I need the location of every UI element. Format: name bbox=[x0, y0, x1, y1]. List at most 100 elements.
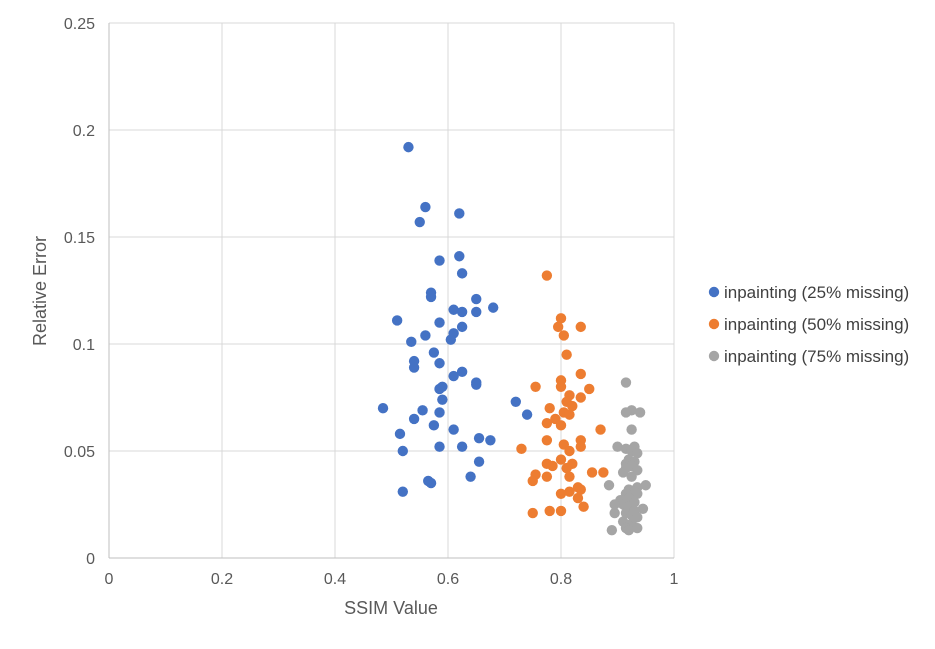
data-point-series-1 bbox=[445, 334, 457, 345]
data-point-series-1 bbox=[408, 413, 420, 425]
y-tick-label: 0.2 bbox=[73, 123, 95, 140]
data-point-series-2 bbox=[575, 484, 586, 495]
data-point-series-2 bbox=[555, 420, 567, 431]
data-point-series-2 bbox=[561, 349, 572, 360]
data-point-series-3 bbox=[626, 424, 637, 435]
data-point-series-1 bbox=[434, 317, 445, 328]
data-point-series-1 bbox=[397, 486, 408, 497]
data-point-series-1 bbox=[510, 396, 521, 407]
legend-marker-series-3 bbox=[708, 350, 720, 362]
data-point-series-1 bbox=[408, 362, 420, 373]
x-tick-label: 0 bbox=[105, 571, 114, 588]
data-point-series-1 bbox=[456, 321, 468, 333]
y-tick-label: 0.1 bbox=[73, 337, 95, 354]
data-point-series-1 bbox=[391, 315, 403, 326]
data-point-series-2 bbox=[530, 381, 541, 392]
data-point-series-1 bbox=[406, 336, 417, 348]
data-point-series-1 bbox=[473, 456, 485, 467]
data-point-series-1 bbox=[397, 445, 408, 457]
data-point-series-1 bbox=[434, 441, 445, 452]
data-point-series-1 bbox=[521, 409, 533, 420]
y-tick-label: 0.25 bbox=[64, 16, 95, 33]
data-point-series-3 bbox=[640, 480, 651, 491]
data-point-series-1 bbox=[403, 141, 414, 153]
data-point-series-1 bbox=[471, 379, 482, 390]
data-point-series-1 bbox=[465, 471, 476, 482]
data-point-series-3 bbox=[609, 499, 620, 510]
y-axis-ticks: 0 0.05 0.1 0.15 0.2 0.25 bbox=[64, 16, 95, 568]
legend: inpainting (25% missing) inpainting (50% … bbox=[708, 283, 909, 366]
data-point-series-1 bbox=[456, 306, 468, 318]
data-point-series-1 bbox=[425, 291, 437, 303]
data-point-series-2 bbox=[555, 505, 567, 517]
data-point-series-2 bbox=[555, 488, 567, 499]
data-point-series-2 bbox=[586, 467, 598, 478]
data-point-series-2 bbox=[547, 460, 558, 472]
data-point-series-1 bbox=[420, 330, 431, 341]
data-point-series-2 bbox=[558, 330, 570, 341]
y-tick-label: 0.15 bbox=[64, 230, 95, 247]
data-point-series-2 bbox=[567, 400, 578, 412]
data-point-series-2 bbox=[527, 475, 538, 487]
data-point-series-2 bbox=[564, 486, 575, 497]
y-tick-label: 0 bbox=[86, 551, 95, 568]
data-point-series-3 bbox=[620, 377, 632, 388]
data-point-series-1 bbox=[434, 358, 445, 369]
data-point-series-2 bbox=[564, 445, 575, 457]
data-point-series-2 bbox=[561, 462, 572, 474]
data-point-series-1 bbox=[428, 420, 440, 431]
legend-marker-series-1 bbox=[708, 286, 720, 298]
data-point-series-2 bbox=[575, 392, 586, 403]
data-point-series-2 bbox=[541, 417, 553, 429]
data-point-series-3 bbox=[606, 524, 618, 536]
y-axis-title: Relative Error bbox=[30, 236, 50, 346]
data-point-series-2 bbox=[552, 321, 564, 333]
data-point-series-2 bbox=[541, 270, 553, 281]
data-point-series-2 bbox=[572, 492, 584, 504]
gridlines bbox=[108, 22, 675, 559]
data-point-series-3 bbox=[634, 407, 646, 418]
data-point-series-1 bbox=[473, 432, 485, 444]
data-point-series-2 bbox=[544, 403, 555, 414]
data-point-series-2 bbox=[555, 381, 567, 392]
data-point-series-1 bbox=[448, 424, 459, 435]
data-point-series-2 bbox=[598, 467, 609, 478]
data-point-series-2 bbox=[527, 507, 538, 519]
x-axis-title: SSIM Value bbox=[344, 598, 438, 618]
data-point-series-2 bbox=[578, 501, 589, 512]
data-point-series-2 bbox=[584, 383, 595, 395]
data-point-series-2 bbox=[575, 368, 586, 380]
data-point-series-1 bbox=[377, 403, 389, 414]
data-point-series-2 bbox=[575, 441, 586, 452]
data-point-series-2 bbox=[555, 454, 567, 465]
data-point-series-1 bbox=[454, 251, 465, 262]
data-point-series-2 bbox=[555, 313, 567, 324]
data-point-series-1 bbox=[488, 302, 499, 313]
data-point-series-1 bbox=[394, 428, 406, 440]
data-point-series-1 bbox=[471, 306, 482, 318]
x-axis-ticks: 0 0.2 0.4 0.6 0.8 1 bbox=[105, 571, 679, 588]
data-point-series-3 bbox=[612, 441, 623, 452]
data-point-series-2 bbox=[541, 471, 553, 482]
data-point-series-2 bbox=[595, 424, 606, 435]
data-point-series-1 bbox=[417, 405, 428, 416]
data-point-series-3 bbox=[626, 471, 637, 482]
data-point-series-3 bbox=[637, 503, 649, 514]
data-point-series-1 bbox=[448, 370, 459, 382]
data-point-series-2 bbox=[564, 409, 575, 420]
data-point-series-3 bbox=[623, 524, 634, 536]
data-point-series-1 bbox=[437, 394, 448, 405]
legend-label-series-1: inpainting (25% missing) bbox=[724, 283, 909, 302]
data-point-series-1 bbox=[456, 441, 468, 452]
data-point-series-3 bbox=[617, 467, 629, 478]
x-tick-label: 0.6 bbox=[437, 571, 459, 588]
data-point-series-1 bbox=[428, 347, 440, 358]
legend-label-series-2: inpainting (50% missing) bbox=[724, 315, 909, 334]
legend-marker-series-2 bbox=[708, 318, 720, 330]
x-tick-label: 0.8 bbox=[550, 571, 572, 588]
data-point-series-3 bbox=[632, 488, 643, 499]
data-point-series-1 bbox=[485, 435, 496, 446]
data-point-series-1 bbox=[434, 407, 445, 418]
data-point-series-2 bbox=[544, 505, 555, 517]
